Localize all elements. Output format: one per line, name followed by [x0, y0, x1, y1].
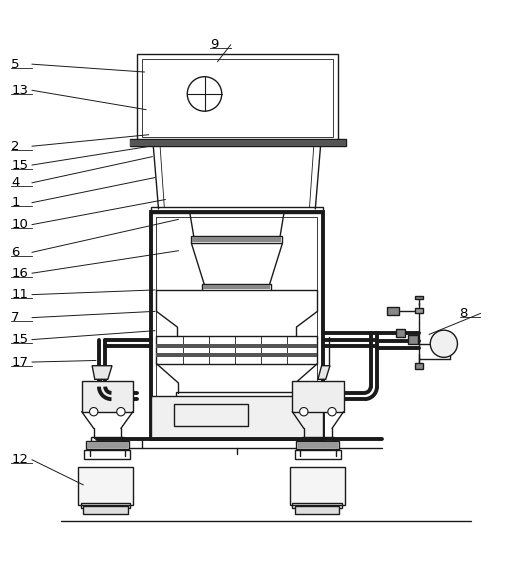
Text: 16: 16: [11, 266, 28, 280]
Bar: [157, 353, 318, 357]
Text: 15: 15: [11, 159, 28, 171]
Bar: [396, 329, 405, 338]
Circle shape: [90, 408, 98, 416]
Polygon shape: [92, 366, 112, 380]
Text: 9: 9: [210, 38, 218, 51]
Bar: [292, 503, 342, 508]
Bar: [84, 451, 130, 459]
Circle shape: [430, 330, 457, 357]
Text: 7: 7: [11, 311, 19, 324]
Bar: [295, 506, 340, 514]
Bar: [191, 236, 282, 244]
Text: 12: 12: [11, 453, 28, 466]
Bar: [151, 207, 323, 213]
Circle shape: [117, 408, 125, 416]
Bar: [151, 396, 323, 439]
Bar: [415, 308, 423, 314]
Bar: [292, 381, 344, 412]
Polygon shape: [387, 307, 399, 315]
Bar: [157, 336, 318, 364]
Text: 10: 10: [11, 218, 28, 231]
Bar: [81, 503, 130, 508]
Bar: [302, 437, 334, 442]
Bar: [142, 59, 333, 138]
Text: 4: 4: [11, 176, 19, 189]
Text: 1: 1: [11, 196, 19, 209]
Text: 13: 13: [11, 84, 28, 97]
Bar: [137, 54, 338, 143]
Bar: [414, 363, 423, 369]
Bar: [295, 451, 341, 459]
Text: 5: 5: [11, 58, 19, 71]
Text: 15: 15: [11, 333, 28, 346]
Text: 6: 6: [11, 246, 19, 259]
Bar: [157, 217, 318, 434]
Text: 2: 2: [11, 140, 19, 153]
Circle shape: [328, 408, 336, 416]
Bar: [151, 212, 323, 439]
Bar: [408, 335, 418, 344]
Bar: [176, 392, 298, 397]
Bar: [87, 442, 128, 448]
Bar: [83, 506, 128, 514]
Bar: [415, 296, 423, 299]
Bar: [86, 441, 129, 449]
Polygon shape: [318, 366, 330, 380]
Text: 17: 17: [11, 356, 28, 368]
Bar: [203, 285, 270, 289]
Bar: [192, 237, 281, 242]
Text: 11: 11: [11, 288, 28, 301]
Bar: [174, 405, 248, 426]
Bar: [82, 381, 133, 412]
Bar: [290, 467, 345, 505]
Bar: [298, 442, 339, 448]
Circle shape: [300, 408, 308, 416]
Bar: [130, 140, 346, 146]
Bar: [130, 139, 346, 146]
Bar: [202, 284, 271, 290]
Bar: [157, 344, 318, 348]
Bar: [78, 467, 133, 505]
Bar: [91, 437, 124, 442]
Bar: [297, 441, 340, 449]
Text: 8: 8: [460, 307, 468, 320]
